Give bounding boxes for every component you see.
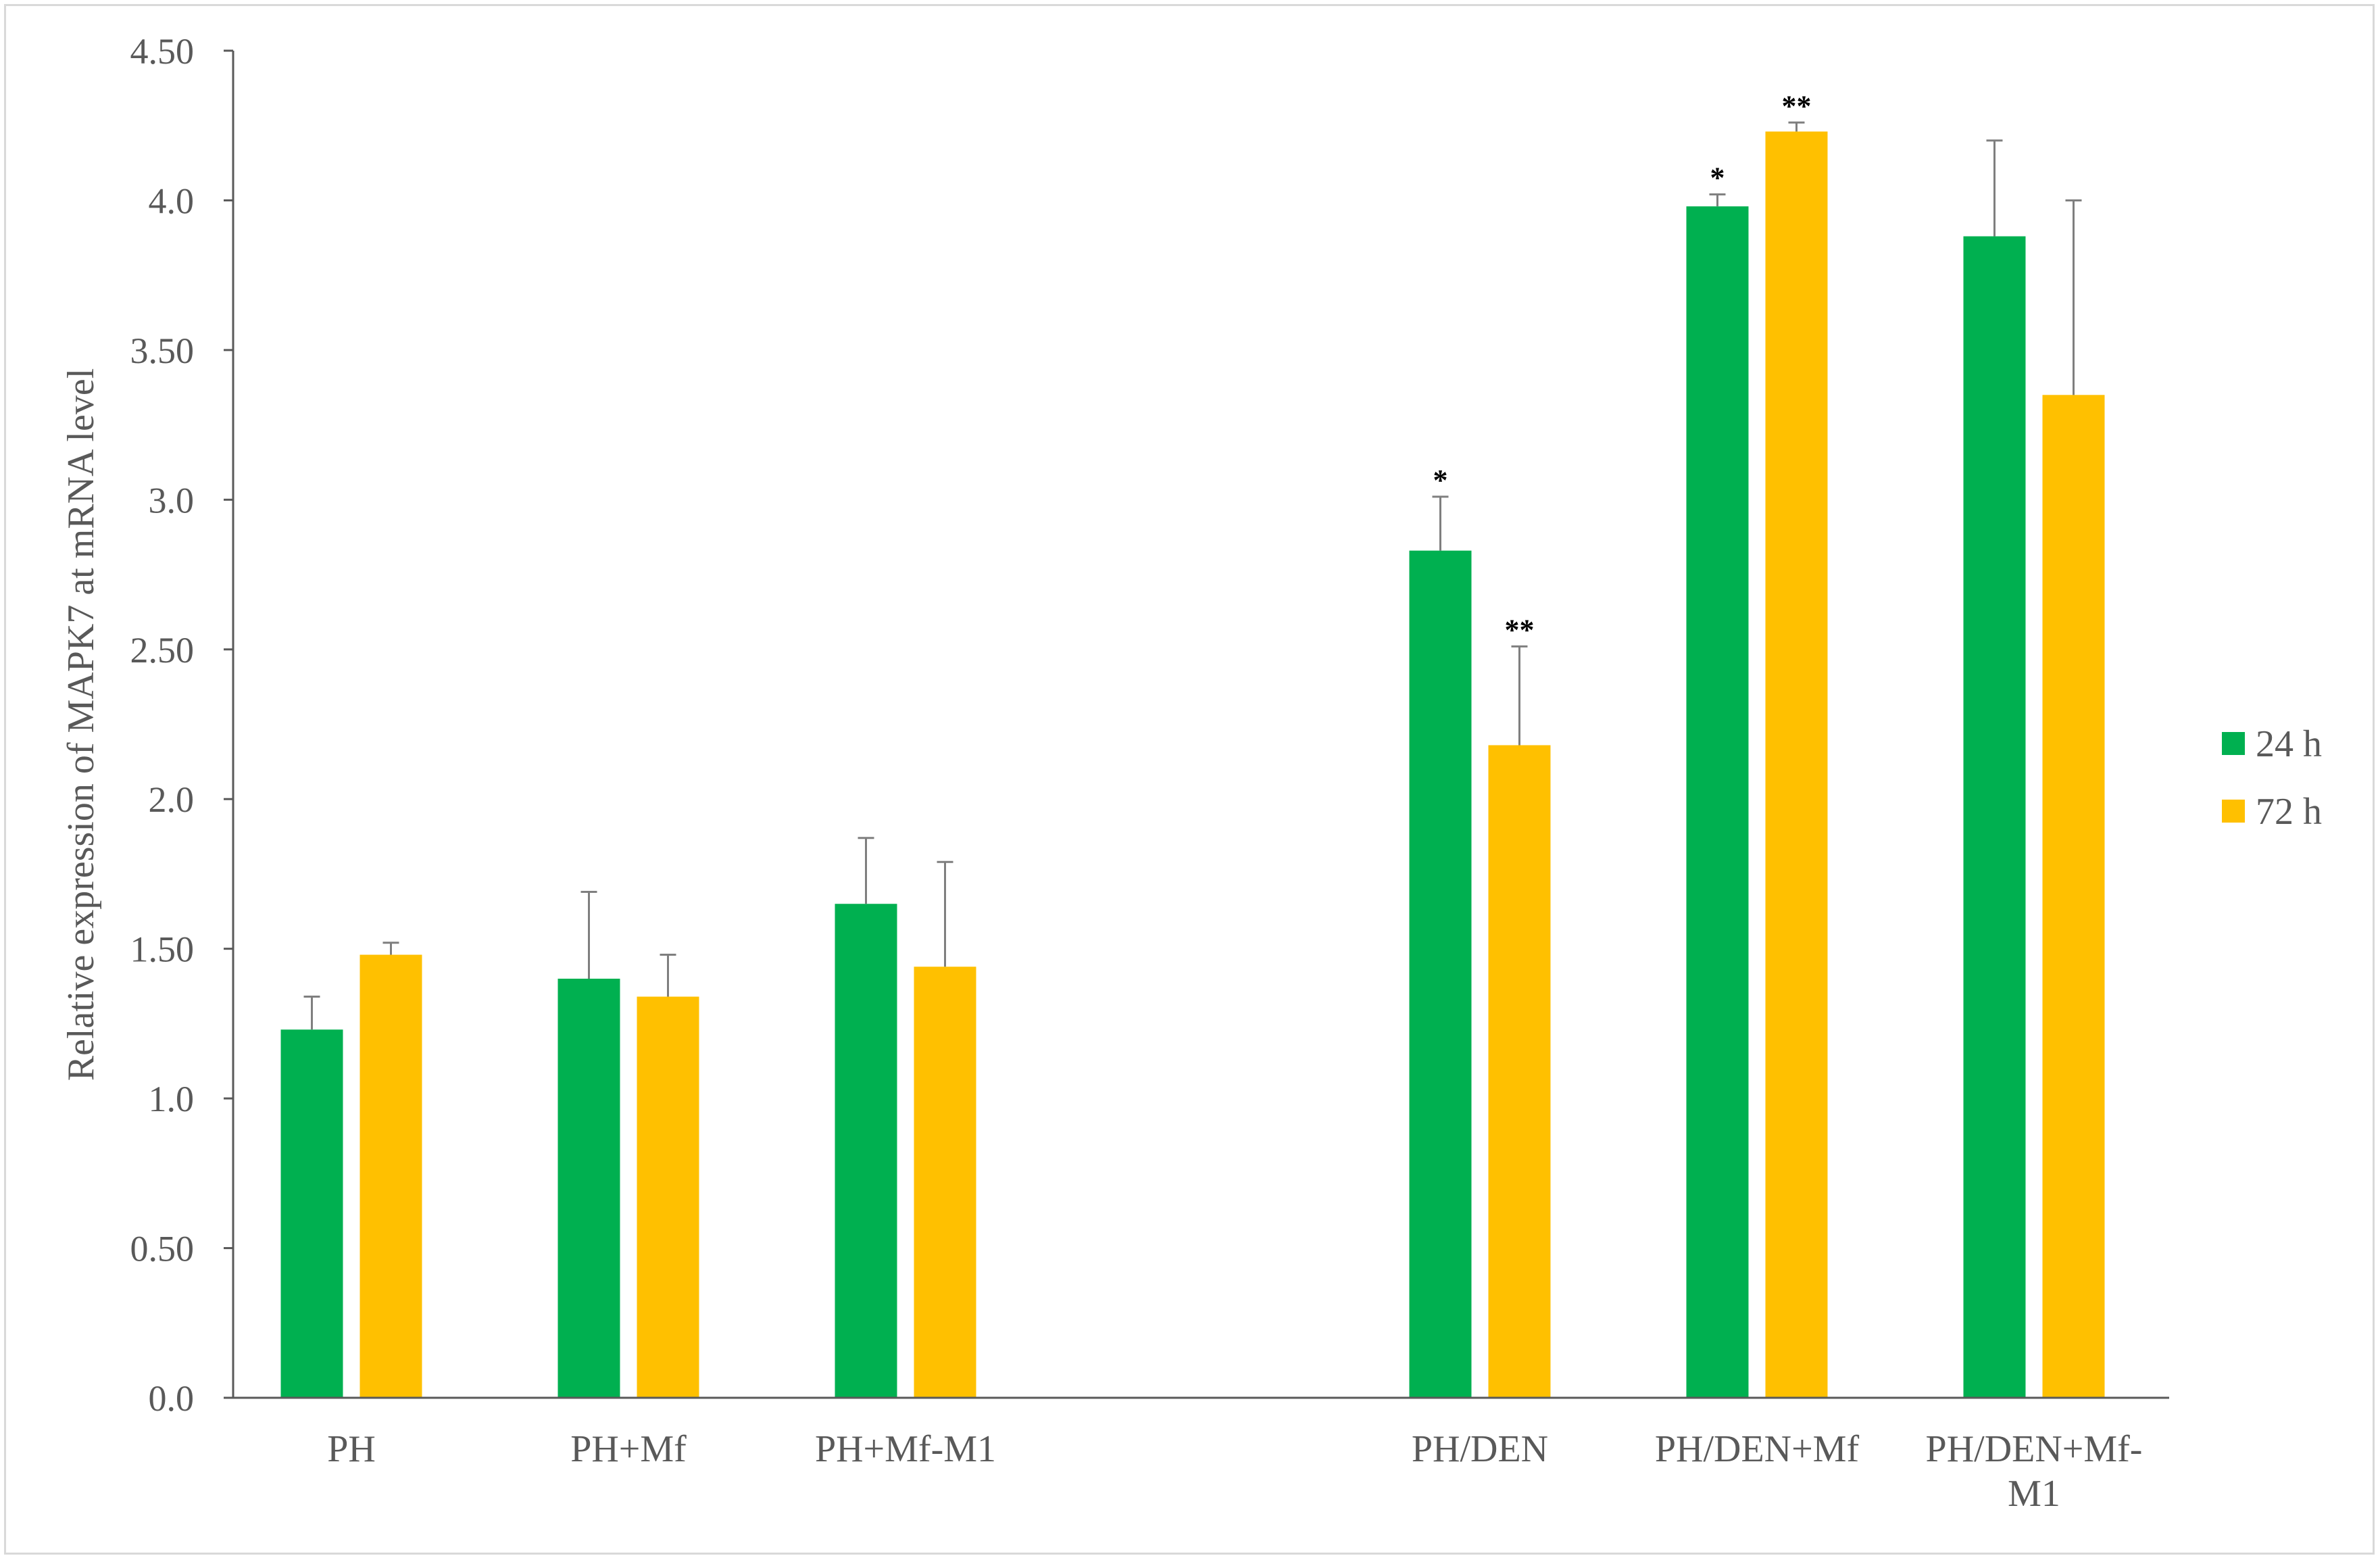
bar-24h bbox=[835, 904, 897, 1398]
legend-label-24h: 24 h bbox=[2256, 723, 2322, 765]
significance-marker: * bbox=[1433, 464, 1448, 497]
legend-label-72h: 72 h bbox=[2256, 791, 2322, 833]
x-category-label-line: M1 bbox=[2008, 1473, 2060, 1515]
x-axis-labels: PH PH+Mf PH+Mf-M1 PH/DEN PH/DEN+Mf PH/DEN+Mf-… bbox=[327, 1428, 2142, 1515]
legend: 24 h 72 h bbox=[2222, 723, 2322, 833]
x-category-label-line: PH/DEN bbox=[1412, 1428, 1548, 1470]
x-category-label: PH/DEN bbox=[1412, 1428, 1548, 1470]
bar-24h bbox=[1686, 206, 1749, 1398]
x-category-label-line: PH+Mf bbox=[570, 1428, 687, 1470]
y-tick-label: 2.0 bbox=[149, 779, 195, 820]
bar-24h bbox=[1963, 236, 2026, 1398]
x-category-label-line: PH+Mf-M1 bbox=[815, 1428, 996, 1470]
y-tick-label: 4.0 bbox=[149, 180, 195, 221]
x-category-label: PH bbox=[327, 1428, 376, 1470]
significance-marker: * bbox=[1710, 162, 1725, 195]
x-category-label: PH+Mf bbox=[570, 1428, 687, 1470]
bar-72h bbox=[637, 996, 699, 1398]
significance-markers: ****** bbox=[1433, 89, 1812, 646]
y-tick-label: 2.50 bbox=[130, 630, 195, 671]
y-axis-title: Relative expression of MAPK7 at mRNA lev… bbox=[60, 368, 102, 1081]
bar-72h bbox=[2042, 395, 2105, 1398]
y-tick-label: 3.50 bbox=[130, 331, 195, 371]
bar-24h bbox=[557, 978, 620, 1398]
x-category-label-line: PH bbox=[327, 1428, 376, 1470]
axes bbox=[232, 51, 2169, 1399]
y-tick-label: 3.0 bbox=[149, 480, 195, 520]
y-tick-label: 1.0 bbox=[149, 1079, 195, 1119]
bar-72h bbox=[914, 967, 976, 1398]
significance-marker: ** bbox=[1782, 89, 1812, 122]
x-category-label: PH/DEN+Mf bbox=[1655, 1428, 1860, 1470]
x-category-label-line: PH/DEN+Mf- bbox=[1926, 1428, 2143, 1470]
error-bars bbox=[303, 121, 2082, 1030]
bar-72h bbox=[1765, 131, 1828, 1398]
y-tick-label: 4.50 bbox=[130, 31, 195, 72]
legend-swatch-24h bbox=[2222, 732, 2245, 755]
legend-swatch-72h bbox=[2222, 800, 2245, 823]
bar-72h bbox=[360, 954, 422, 1398]
x-category-label-line: PH/DEN+Mf bbox=[1655, 1428, 1860, 1470]
y-tick-label: 0.0 bbox=[149, 1378, 195, 1419]
bar-72h bbox=[1488, 745, 1551, 1398]
y-tick-label: 0.50 bbox=[130, 1229, 195, 1269]
x-category-label: PH/DEN+Mf-M1 bbox=[1926, 1428, 2143, 1515]
bars bbox=[280, 131, 2105, 1398]
x-category-label: PH+Mf-M1 bbox=[815, 1428, 996, 1470]
bar-24h bbox=[280, 1029, 343, 1398]
bar-24h bbox=[1409, 550, 1472, 1398]
y-axis-ticks: 0.0 0.50 1.0 1.50 2.0 2.50 3.0 3.50 4.0 4.50 bbox=[130, 31, 233, 1419]
significance-marker: ** bbox=[1505, 613, 1535, 646]
y-tick-label: 1.50 bbox=[130, 929, 195, 970]
